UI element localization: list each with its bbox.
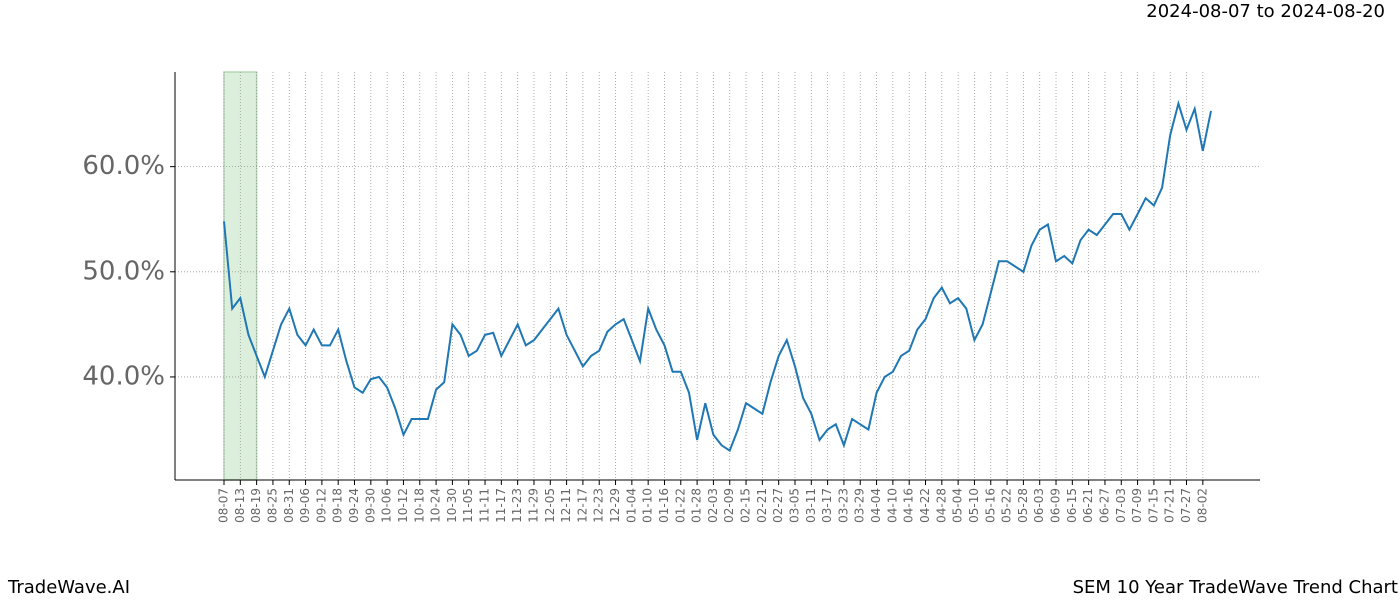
x-tick-label: 04-04 [869,488,883,523]
x-tick-label: 10-18 [412,488,426,523]
x-tick-label: 04-22 [918,488,932,523]
x-tick-label: 07-09 [1130,488,1144,523]
x-tick-label: 07-27 [1179,488,1193,523]
x-tick-label: 08-02 [1195,488,1209,523]
trend-line [223,99,1212,453]
x-tick-label: 01-04 [624,488,638,523]
x-tick-label: 06-21 [1081,488,1095,523]
x-tick-label: 06-15 [1065,488,1079,523]
x-tick-label: 01-10 [641,488,655,523]
x-tick-label: 06-27 [1097,488,1111,523]
x-tick-label: 11-11 [478,488,492,523]
x-tick-label: 07-03 [1114,488,1128,523]
x-tick-label: 02-15 [739,488,753,523]
x-tick-label: 04-28 [934,488,948,523]
x-tick-label: 01-22 [673,488,687,523]
x-tick-label: 10-30 [445,488,459,523]
x-tick-label: 07-21 [1163,488,1177,523]
x-tick-label: 09-24 [347,488,361,523]
x-tick-label: 11-17 [494,488,508,523]
x-tick-label: 01-28 [690,488,704,523]
chart-subtitle: 2024-08-07 to 2024-08-20 [1146,1,1385,22]
x-tick-label: 12-17 [575,488,589,523]
x-tick-label: 03-17 [820,488,834,523]
x-tick-label: 07-15 [1146,488,1160,523]
x-tick-label: 11-23 [510,488,524,523]
x-tick-label: 08-31 [282,488,296,523]
x-tick-label: 05-28 [1016,488,1030,523]
x-tick-label: 10-12 [396,488,410,523]
x-tick-label: 05-04 [951,488,965,523]
x-tick-label: 08-19 [249,488,263,523]
x-tick-label: 09-30 [363,488,377,523]
x-tick-label: 03-23 [836,488,850,523]
x-tick-label: 02-27 [771,488,785,523]
watermark: TradeWave.AI [7,577,130,598]
x-tick-label: 11-05 [461,488,475,523]
x-tick-label: 09-12 [314,488,328,523]
x-tick-label: 05-16 [983,488,997,523]
x-tick-label: 12-05 [543,488,557,523]
x-tick-label: 08-07 [217,488,231,523]
x-tick-label: 03-29 [853,488,867,523]
x-tick-label: 06-09 [1049,488,1063,523]
x-tick-label: 10-24 [429,488,443,523]
x-tick-label: 09-06 [298,488,312,523]
y-tick-label: 60.0% [82,151,165,181]
x-tick-label: 02-21 [755,488,769,523]
x-tick-label: 04-16 [902,488,916,523]
x-tick-label: 08-25 [265,488,279,523]
x-tick-label: 09-18 [331,488,345,523]
x-tick-label: 01-16 [657,488,671,523]
x-tick-label: 12-11 [559,488,573,523]
chart-title: SEM 10 Year TradeWave Trend Chart [1073,577,1398,598]
y-tick-label: 40.0% [82,361,165,391]
x-tick-label: 05-10 [967,488,981,523]
x-tick-label: 12-29 [608,488,622,523]
x-tick-label: 02-03 [706,488,720,523]
x-tick-label: 04-10 [885,488,899,523]
y-tick-label: 50.0% [82,256,165,286]
x-tick-label: 12-23 [592,488,606,523]
x-tick-label: 10-06 [380,488,394,523]
x-tick-label: 03-11 [804,488,818,523]
x-tick-label: 08-13 [233,488,247,523]
x-tick-label: 11-29 [526,488,540,523]
x-tick-label: 06-03 [1032,488,1046,523]
x-tick-label: 03-05 [787,488,801,523]
x-tick-label: 05-22 [1000,488,1014,523]
x-tick-label: 02-09 [722,488,736,523]
